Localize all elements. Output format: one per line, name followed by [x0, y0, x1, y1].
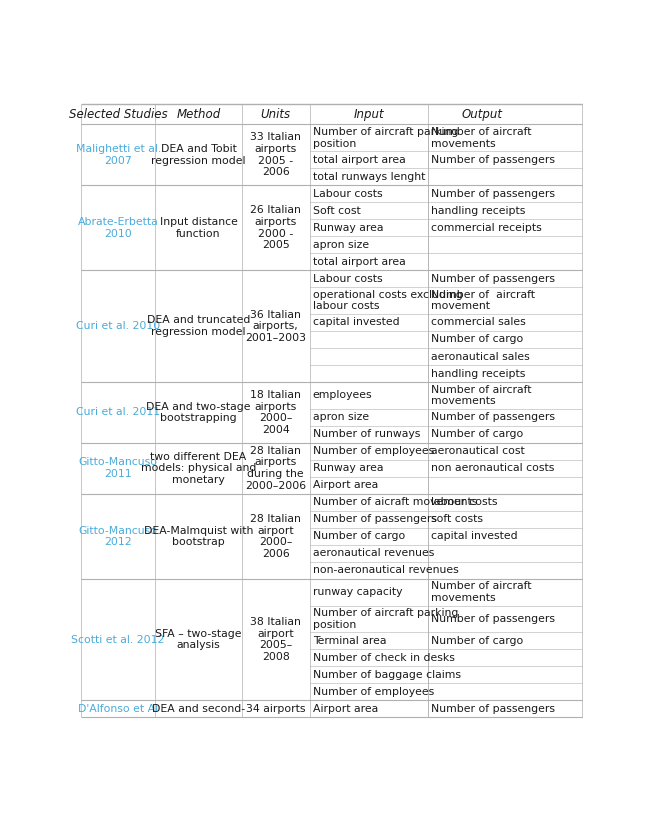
Text: aeronautical sales: aeronautical sales: [431, 351, 529, 362]
Text: Curi et al. 2011: Curi et al. 2011: [76, 407, 160, 417]
Text: Input distance
function: Input distance function: [159, 217, 237, 238]
Text: Terminal area: Terminal area: [312, 636, 386, 646]
Text: labour costs: labour costs: [431, 498, 497, 507]
Text: Number of passengers: Number of passengers: [431, 704, 555, 714]
Text: Number of aircraft
movements: Number of aircraft movements: [431, 127, 531, 149]
Text: capital invested: capital invested: [431, 532, 517, 541]
Text: commercial receipts: commercial receipts: [431, 223, 541, 233]
Text: runway capacity: runway capacity: [312, 587, 402, 598]
Text: Input: Input: [353, 107, 384, 120]
Text: DEA and second-: DEA and second-: [152, 704, 245, 714]
Text: Number of  aircraft
movement: Number of aircraft movement: [431, 289, 535, 311]
Text: Runway area: Runway area: [312, 223, 383, 233]
Text: total airport area: total airport area: [312, 154, 406, 164]
Text: Number of cargo: Number of cargo: [431, 334, 523, 345]
Text: Number of passengers: Number of passengers: [431, 274, 555, 284]
Text: DEA-Malmquist with
bootstrap: DEA-Malmquist with bootstrap: [144, 525, 253, 547]
Text: Scotti et al. 2012: Scotti et al. 2012: [71, 635, 165, 645]
Text: Number of aircraft
movements: Number of aircraft movements: [431, 385, 531, 406]
Text: Method: Method: [176, 107, 220, 120]
Text: commercial sales: commercial sales: [431, 317, 526, 328]
Text: capital invested: capital invested: [312, 317, 399, 328]
Text: Number of passengers: Number of passengers: [431, 189, 555, 198]
Text: Number of baggage claims: Number of baggage claims: [312, 670, 461, 680]
Text: aeronautical cost: aeronautical cost: [431, 446, 524, 456]
Text: two different DEA
models: physical and
monetary: two different DEA models: physical and m…: [141, 452, 256, 485]
Text: non-aeronautical revenues: non-aeronautical revenues: [312, 565, 458, 576]
Text: DEA and two-stage
bootstrapping: DEA and two-stage bootstrapping: [146, 402, 251, 424]
Text: Airport area: Airport area: [312, 480, 378, 490]
Text: Number of passengers: Number of passengers: [431, 614, 555, 624]
Text: 28 Italian
airport
2000–
2006: 28 Italian airport 2000– 2006: [250, 514, 301, 559]
Text: soft costs: soft costs: [431, 515, 483, 524]
Text: Output: Output: [462, 107, 503, 120]
Text: handling receipts: handling receipts: [431, 206, 525, 215]
Text: 38 Italian
airport
2005–
2008: 38 Italian airport 2005– 2008: [250, 617, 301, 662]
Text: 26 Italian
airports
2000 -
2005: 26 Italian airports 2000 - 2005: [250, 206, 301, 250]
Text: 28 Italian
airports
during the
2000–2006: 28 Italian airports during the 2000–2006: [245, 446, 306, 491]
Text: apron size: apron size: [312, 240, 369, 250]
Text: apron size: apron size: [312, 412, 369, 422]
Text: Number of passengers: Number of passengers: [312, 515, 437, 524]
Text: Number of runways: Number of runways: [312, 429, 420, 439]
Text: Number of aircraft parking
position: Number of aircraft parking position: [312, 608, 458, 630]
Text: Number of employees: Number of employees: [312, 446, 434, 456]
Text: Airport area: Airport area: [312, 704, 378, 714]
Text: 18 Italian
airports
2000–
2004: 18 Italian airports 2000– 2004: [250, 390, 301, 435]
Text: Number of aircraft
movements: Number of aircraft movements: [431, 581, 531, 603]
Text: D'Alfonso et Al: D'Alfonso et Al: [78, 704, 158, 714]
Text: Malighetti et al.
2007: Malighetti et al. 2007: [76, 144, 161, 166]
Text: Labour costs: Labour costs: [312, 189, 382, 198]
Text: Abrate-Erbetta
2010: Abrate-Erbetta 2010: [78, 217, 159, 238]
Text: Soft cost: Soft cost: [312, 206, 360, 215]
Text: SFA – two-stage
analysis: SFA – two-stage analysis: [156, 629, 242, 650]
Text: Gitto-Mancuso
2011: Gitto-Mancuso 2011: [78, 458, 157, 479]
Text: Curi et al. 2010: Curi et al. 2010: [76, 321, 160, 331]
Text: Labour costs: Labour costs: [312, 274, 382, 284]
Text: operational costs excluding
labour costs: operational costs excluding labour costs: [312, 289, 463, 311]
Text: Selected Studies: Selected Studies: [69, 107, 167, 120]
Text: Number of cargo: Number of cargo: [431, 636, 523, 646]
Text: handling receipts: handling receipts: [431, 368, 525, 379]
Text: DEA and Tobit
regression model: DEA and Tobit regression model: [151, 144, 246, 166]
Text: aeronautical revenues: aeronautical revenues: [312, 549, 434, 559]
Text: Runway area: Runway area: [312, 463, 383, 473]
Text: Number of aicraft movements: Number of aicraft movements: [312, 498, 477, 507]
Text: non aeronautical costs: non aeronautical costs: [431, 463, 554, 473]
Text: Number of cargo: Number of cargo: [312, 532, 405, 541]
Text: Number of passengers: Number of passengers: [431, 154, 555, 164]
Text: 33 Italian
airports
2005 -
2006: 33 Italian airports 2005 - 2006: [250, 133, 301, 177]
Text: total airport area: total airport area: [312, 257, 406, 267]
Text: DEA and truncated
regression model: DEA and truncated regression model: [147, 315, 250, 337]
Text: Number of employees: Number of employees: [312, 687, 434, 697]
Text: Number of cargo: Number of cargo: [431, 429, 523, 439]
Text: Units: Units: [260, 107, 291, 120]
Text: total runways lenght: total runways lenght: [312, 172, 425, 181]
Text: employees: employees: [312, 390, 372, 400]
Text: Number of aircraft parking
position: Number of aircraft parking position: [312, 127, 458, 149]
Text: Number of check in desks: Number of check in desks: [312, 653, 454, 663]
Text: Gitto-Mancuso
2012: Gitto-Mancuso 2012: [78, 525, 157, 547]
Text: 36 Italian
airports,
2001–2003: 36 Italian airports, 2001–2003: [245, 310, 306, 343]
Text: Number of passengers: Number of passengers: [431, 412, 555, 422]
Text: 34 airports: 34 airports: [246, 704, 305, 714]
